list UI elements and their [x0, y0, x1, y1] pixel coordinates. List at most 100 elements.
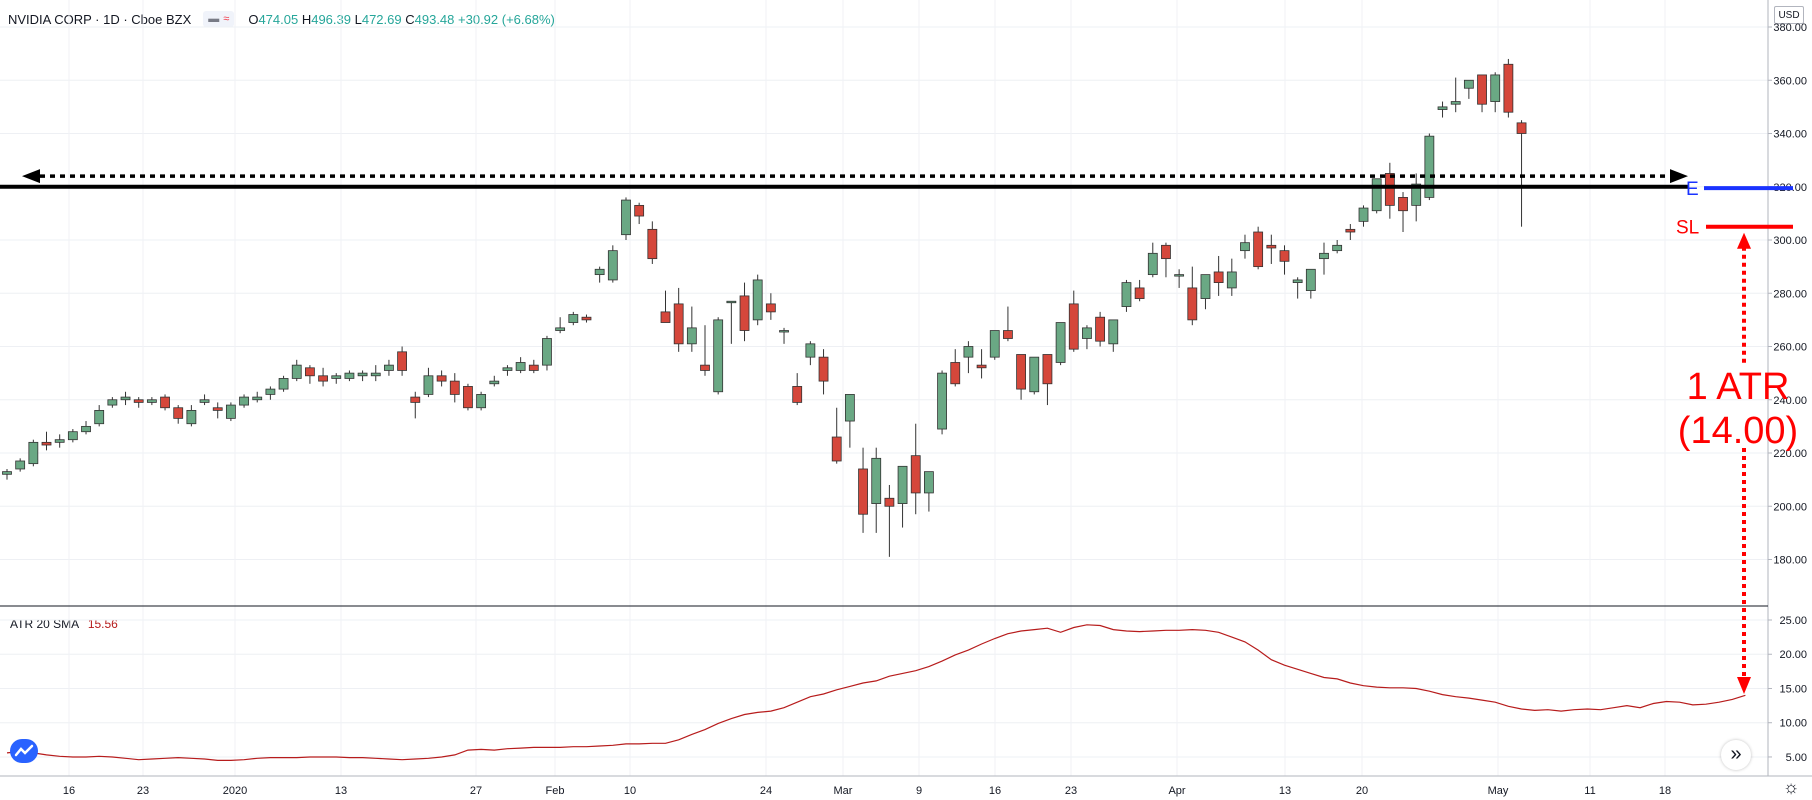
candle-body: [1384, 173, 1395, 206]
close-value: 493.48: [414, 11, 455, 27]
candle-up: [594, 266, 605, 283]
candle-up: [989, 330, 1000, 360]
candle-down: [1134, 279, 1145, 302]
candle-down: [1279, 245, 1290, 275]
candle-down: [700, 325, 710, 376]
candle-down: [449, 373, 460, 403]
candle-down: [831, 407, 842, 464]
candle-down: [1095, 311, 1106, 347]
candle-up: [937, 370, 947, 435]
time-tick-label: 13: [1279, 785, 1291, 797]
candle-body: [1305, 268, 1316, 291]
candle-down: [1398, 192, 1408, 233]
currency-badge[interactable]: USD: [1774, 6, 1804, 24]
price-tick-label: 380.00: [1773, 22, 1807, 34]
legend-controls[interactable]: ▬ ≈: [203, 11, 235, 27]
candle-body: [647, 228, 658, 260]
time-tick-label: 13: [335, 785, 347, 797]
candle-up: [607, 245, 618, 283]
time-tick-label: May: [1488, 785, 1509, 797]
time-tick-label: Apr: [1168, 785, 1185, 797]
candle-body: [278, 378, 289, 390]
time-tick-label: 9: [916, 785, 922, 797]
candle-body: [107, 399, 118, 406]
candle-up: [555, 317, 566, 334]
atr-tick-label: 25.00: [1779, 615, 1807, 627]
ohlc-values: O474.05 H496.39 L472.69 C493.48 +30.92 (…: [248, 12, 555, 27]
arrow-right-head: [1670, 169, 1688, 184]
candle-body: [621, 199, 631, 236]
candle-body: [542, 338, 552, 366]
annotations: E SL 1 ATR(14.00): [0, 169, 1798, 694]
candle-down: [792, 373, 803, 406]
candle-body: [1463, 79, 1474, 89]
candle-body: [318, 375, 328, 382]
candle-up: [357, 370, 368, 382]
candle-up: [239, 394, 249, 408]
candle-body: [463, 386, 473, 409]
candles: [2, 58, 1527, 557]
candle-body: [858, 468, 868, 515]
candle-up: [1371, 178, 1382, 214]
candle-body: [357, 372, 368, 377]
candle-body: [1161, 244, 1171, 260]
candle-up: [515, 357, 526, 374]
candle-body: [186, 409, 197, 425]
candle-body: [212, 407, 223, 411]
candle-up: [54, 434, 65, 448]
candle-body: [1411, 183, 1422, 206]
candle-body: [1134, 287, 1145, 299]
hide-icon[interactable]: ▬: [208, 13, 220, 25]
candle-up: [423, 367, 434, 398]
candle-body: [1042, 354, 1053, 385]
candle-up: [963, 341, 974, 374]
candle-up: [120, 391, 131, 406]
candle-up: [1240, 234, 1250, 259]
candle-up: [1424, 133, 1435, 201]
candle-down: [1266, 234, 1277, 264]
candle-down: [133, 397, 144, 408]
tradingview-logo-icon[interactable]: [6, 738, 42, 764]
entry-label: E: [1686, 179, 1699, 200]
candle-down: [765, 293, 776, 320]
atr-arrow-up-head: [1737, 232, 1751, 249]
candle-body: [818, 356, 829, 382]
low-value: 472.69: [361, 11, 402, 27]
candle-body: [1358, 207, 1369, 222]
candle-body: [924, 471, 934, 494]
symbol-title[interactable]: NVIDIA CORP · 1D · Cboe BZX: [8, 11, 192, 27]
candle-body: [937, 372, 947, 430]
atr-line: [6, 624, 1746, 761]
candle-down: [976, 349, 987, 379]
atr-tick-label: 20.00: [1779, 649, 1807, 661]
candle-body: [1082, 327, 1092, 339]
candle-down: [858, 447, 868, 533]
atr-arrow-down-head: [1737, 677, 1751, 694]
candle-up: [1292, 277, 1303, 299]
candle-up: [1305, 268, 1316, 299]
candle-body: [950, 362, 961, 385]
open-label: O: [248, 11, 259, 27]
candle-up: [1450, 77, 1461, 113]
compare-wave-icon[interactable]: ≈: [223, 13, 230, 25]
atr-label-line2: (14.00): [1678, 410, 1798, 452]
candle-down: [818, 349, 829, 395]
candle-body: [660, 311, 671, 323]
candle-body: [476, 394, 487, 409]
candle-up: [291, 359, 302, 382]
candle-body: [265, 388, 276, 395]
candle-body: [528, 364, 539, 371]
settings-gear-icon[interactable]: ☼: [1782, 777, 1800, 797]
price-tick-label: 180.00: [1773, 555, 1807, 567]
candle-body: [436, 375, 447, 382]
candle-up: [1358, 205, 1369, 227]
scroll-to-latest-button[interactable]: »: [1721, 740, 1751, 770]
atr-label-line1: 1 ATR: [1687, 366, 1790, 408]
candle-body: [765, 303, 776, 313]
candle-body: [1200, 274, 1211, 299]
candle-down: [436, 370, 447, 387]
time-tick-label: 10: [624, 785, 636, 797]
candle-body: [1187, 287, 1198, 321]
candle-up: [476, 391, 487, 411]
